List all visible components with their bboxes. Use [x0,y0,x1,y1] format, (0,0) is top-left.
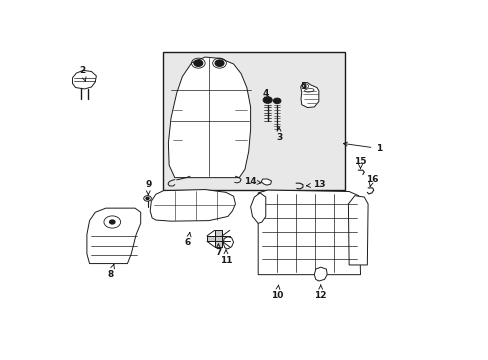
Text: 9: 9 [145,180,151,195]
Circle shape [215,60,224,67]
Polygon shape [206,236,229,242]
Polygon shape [347,195,367,265]
Text: 5: 5 [300,82,306,91]
Text: 10: 10 [270,285,283,300]
Polygon shape [300,82,318,108]
Polygon shape [72,70,96,89]
Bar [163,51,345,190]
Polygon shape [261,179,271,185]
Polygon shape [258,190,360,275]
Circle shape [109,220,115,224]
Polygon shape [314,267,326,281]
Polygon shape [250,193,265,223]
Text: 7: 7 [215,244,221,257]
Polygon shape [214,230,222,247]
Text: 11: 11 [219,250,232,265]
Circle shape [146,197,149,199]
Text: 8: 8 [107,264,114,279]
Polygon shape [87,208,141,264]
Polygon shape [150,190,235,221]
Text: 12: 12 [314,285,326,300]
Text: 2: 2 [79,66,86,81]
Polygon shape [168,57,250,177]
Text: 6: 6 [184,233,191,247]
Polygon shape [223,237,233,249]
Text: 14: 14 [244,177,261,186]
Text: 13: 13 [306,180,325,189]
Text: 16: 16 [365,175,377,186]
Text: 4: 4 [262,89,268,101]
Text: 3: 3 [275,127,282,142]
Circle shape [273,98,280,104]
Circle shape [263,97,272,103]
Text: 15: 15 [353,157,366,168]
Circle shape [193,60,203,67]
Text: 1: 1 [343,142,382,153]
